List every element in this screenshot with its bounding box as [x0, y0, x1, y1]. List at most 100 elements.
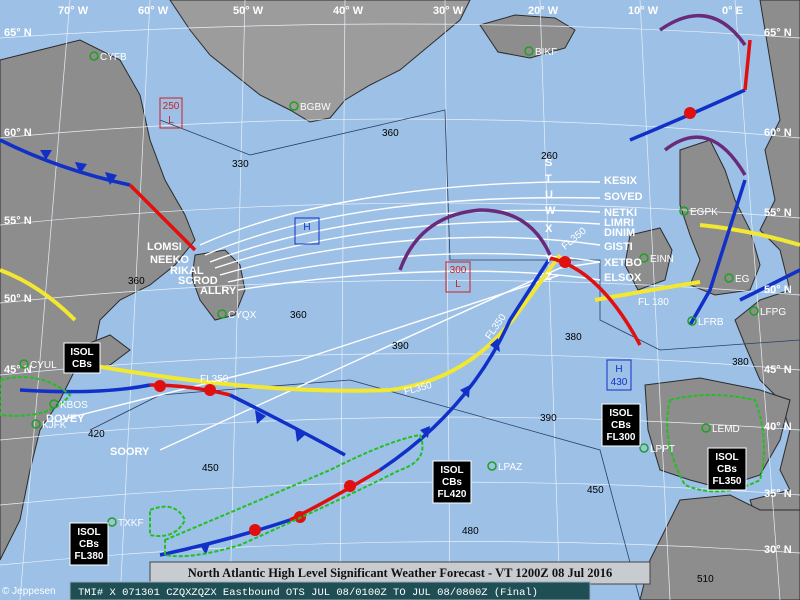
flight-level: 260	[541, 151, 558, 162]
parallel	[0, 118, 800, 139]
meridian	[19, 0, 71, 600]
occluded-front	[398, 208, 552, 271]
station-label: KJFK	[42, 420, 67, 431]
front-symbol	[344, 480, 356, 492]
flight-level: 380	[732, 357, 749, 368]
isol-text: FL300	[607, 432, 636, 443]
flight-level: 330	[232, 159, 249, 170]
waypoint: GISTI	[604, 241, 633, 253]
africa	[639, 494, 800, 600]
isol-cb-box: ISOL CBs FL300	[601, 403, 641, 447]
track	[214, 220, 601, 269]
cb-area	[149, 505, 187, 537]
cb-area	[666, 394, 765, 493]
station-icon	[687, 316, 697, 326]
isol-cb-box: ISOL CBs FL420	[432, 460, 472, 504]
station-label: LFPG	[760, 307, 786, 318]
waypoint: SOORY	[110, 446, 150, 458]
lat-label: 65° N	[4, 27, 32, 39]
waypoint: LOMSI	[147, 241, 182, 253]
lon-label: 10° W	[628, 5, 659, 17]
waypoint: DOVEY	[46, 413, 85, 425]
cold-front	[739, 268, 800, 302]
station-label: LEMD	[712, 424, 740, 435]
parallel	[0, 202, 800, 226]
station-label: CYQX	[228, 310, 257, 321]
station-icon	[679, 206, 689, 216]
front-symbol	[75, 162, 87, 174]
lon-label: 50° W	[233, 5, 264, 17]
waypoint: LIMRI	[604, 217, 634, 229]
track	[204, 196, 601, 256]
waypoint: NEEKO	[150, 254, 190, 266]
waypoint: SCROD	[178, 275, 218, 287]
isol-text: ISOL	[77, 527, 100, 538]
isol-text: CBs	[442, 477, 462, 488]
flight-level: 390	[392, 341, 409, 352]
tmi-footer: TMI# X 071301 CZQXZQZX Eastbound OTS JUL…	[78, 587, 538, 599]
front-symbol	[490, 338, 500, 352]
front-symbols	[40, 150, 500, 555]
pressure-value: 250	[163, 101, 180, 112]
lat-label: 60° N	[764, 127, 792, 139]
lat-label: 45° N	[764, 364, 792, 376]
great-britain	[679, 139, 761, 296]
iberia	[644, 377, 791, 489]
station-icon	[639, 253, 649, 263]
lat-label: 60° N	[4, 127, 32, 139]
flight-level: 450	[202, 463, 219, 474]
station-label: LPPT	[650, 444, 675, 455]
north-america	[0, 39, 196, 561]
lon-label: 60° W	[138, 5, 169, 17]
isol-text: FL380	[75, 551, 104, 562]
flight-level: 390	[540, 413, 557, 424]
meridian	[119, 0, 151, 600]
lat-label: 30° N	[764, 544, 792, 556]
front-symbol	[249, 524, 261, 536]
waypoint: ALLRY	[200, 285, 237, 297]
track-letter: Z	[545, 271, 552, 283]
station-label: BIKF	[535, 47, 557, 58]
front-symbol	[460, 385, 470, 398]
front-symbol	[105, 172, 117, 185]
pressure-letter: L	[455, 279, 461, 290]
waypoint: DINIM	[604, 227, 635, 239]
lat-label: 55° N	[4, 215, 32, 227]
cb-area	[164, 433, 424, 558]
lon-label: 70° W	[58, 5, 89, 17]
lat-label: 50° N	[764, 284, 792, 296]
front-symbol	[154, 380, 166, 392]
station-icon	[19, 359, 29, 369]
pressure-center: H 430	[606, 359, 632, 391]
pressure-letter: L	[168, 115, 174, 126]
track	[209, 209, 601, 263]
lat-label: 65° N	[764, 27, 792, 39]
station-label: EG	[735, 274, 750, 285]
box	[69, 522, 109, 566]
lon-label: 40° W	[333, 5, 364, 17]
flight-level: 510	[697, 574, 714, 585]
cold-front	[159, 518, 291, 557]
station-label: KBOS	[60, 400, 88, 411]
waypoint: RIKAL	[170, 265, 204, 277]
pressure-box	[159, 97, 183, 129]
lon-label: 20° W	[528, 5, 559, 17]
isol-text: FL420	[438, 489, 467, 500]
track	[227, 252, 601, 283]
fir-boundary	[159, 109, 800, 351]
cb-area	[0, 376, 72, 417]
pressure-center: 300 L	[445, 261, 471, 293]
front-symbol	[295, 428, 306, 442]
waypoint: XETBO	[604, 257, 642, 269]
meridian	[539, 0, 561, 600]
station-icon	[701, 423, 711, 433]
isol-text: CBs	[717, 464, 737, 475]
isol-cb-box: ISOL CBs FL350	[707, 447, 747, 491]
box	[63, 342, 101, 374]
lat-label: 55° N	[764, 207, 792, 219]
waypoint: NETKI	[604, 207, 637, 219]
track	[199, 181, 601, 246]
flight-level: 480	[462, 526, 479, 537]
cold-front	[0, 138, 131, 187]
